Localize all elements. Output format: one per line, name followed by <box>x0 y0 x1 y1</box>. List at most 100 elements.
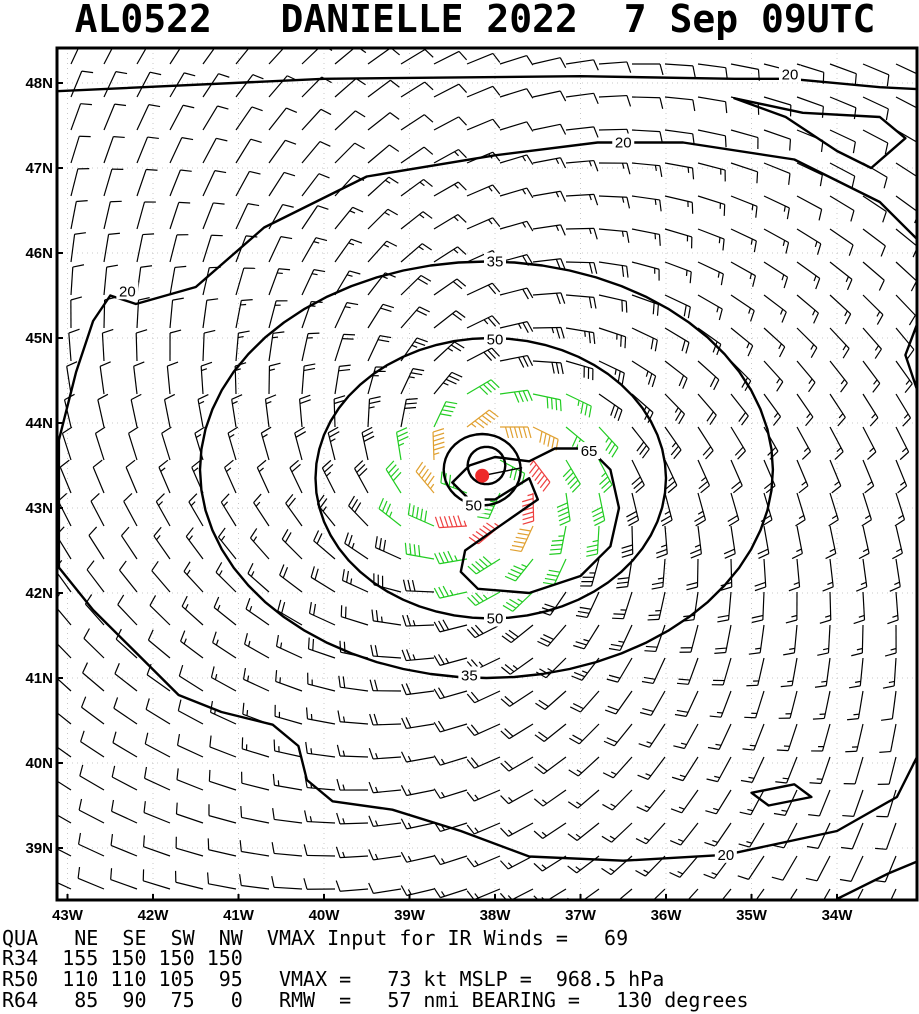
wind-barb <box>400 885 435 897</box>
wind-barb <box>301 269 326 296</box>
wind-barb <box>400 114 434 131</box>
wind-barb <box>142 869 171 890</box>
wind-barb <box>739 789 765 816</box>
wind-barb <box>466 52 501 65</box>
x-tick-label: 38W <box>480 907 512 924</box>
wind-barb <box>829 162 856 188</box>
wind-barb <box>772 822 798 849</box>
wind-barb <box>200 361 213 395</box>
wind-barb <box>499 354 534 368</box>
wind-barb <box>697 393 717 425</box>
wind-barb <box>795 492 806 527</box>
wind-barb <box>631 360 657 388</box>
wind-barb <box>664 96 696 112</box>
wind-barb <box>664 393 686 425</box>
contour-20kt-islet <box>750 783 813 807</box>
wind-barb <box>851 624 864 657</box>
wind-barb <box>895 228 917 258</box>
wind-barb <box>88 526 105 560</box>
wind-barb <box>335 880 369 892</box>
wind-barb <box>433 788 468 799</box>
wind-barb <box>368 781 402 794</box>
wind-barb <box>466 822 501 835</box>
wind-barb <box>79 764 105 791</box>
wind-barb <box>367 335 392 362</box>
wind-barb <box>763 195 790 220</box>
wind-barb <box>603 723 633 747</box>
wind-barb <box>862 63 890 87</box>
wind-barb <box>433 654 468 666</box>
wind-barb <box>169 234 189 263</box>
wind-barb <box>231 394 243 428</box>
wind-barb <box>224 459 237 494</box>
wind-barb <box>598 360 625 385</box>
wind-barb <box>532 224 566 236</box>
wind-barb <box>86 560 105 593</box>
wind-barb <box>746 657 765 687</box>
wind-barb <box>268 171 296 197</box>
wind-barb <box>268 331 285 362</box>
wind-barb <box>889 558 901 592</box>
wind-barb <box>499 426 532 439</box>
wind-barb <box>528 459 551 492</box>
wind-barb <box>862 261 885 291</box>
wind-barb <box>500 690 534 707</box>
contour-20kt-southeast <box>836 860 917 900</box>
wind-barb <box>796 459 809 494</box>
wind-barb <box>57 814 72 824</box>
wind-barb <box>856 888 864 900</box>
wind-barb <box>433 341 465 362</box>
wind-barb <box>279 564 303 593</box>
wind-barb <box>110 834 138 857</box>
wind-barb <box>210 666 237 692</box>
wind-barb <box>751 591 765 624</box>
wind-barb <box>235 170 261 197</box>
wind-barb <box>822 888 831 900</box>
wind-barb <box>862 294 884 325</box>
wind-barb <box>80 730 105 758</box>
wind-barb <box>336 744 369 758</box>
wind-barb <box>433 401 458 428</box>
wind-barb <box>169 329 182 362</box>
storm-center-dot <box>475 468 490 483</box>
wind-barb <box>303 878 336 890</box>
wind-barb <box>341 569 369 593</box>
wind-barb <box>136 136 159 164</box>
wind-barb <box>796 228 822 255</box>
wind-barb <box>227 426 239 461</box>
wind-barb <box>400 751 435 763</box>
wind-barb <box>212 631 237 659</box>
wind-barb <box>727 492 740 527</box>
wind-barb <box>260 426 272 461</box>
wind-radii-table: QUA NE SE SW NW VMAX Input for IR Winds … <box>2 926 749 1012</box>
wind-barb <box>400 785 435 797</box>
wind-barb <box>175 802 204 824</box>
wind-barb <box>268 300 288 329</box>
wind-barb <box>796 426 812 460</box>
wind-barb <box>532 190 566 202</box>
wind-barb <box>532 292 566 305</box>
wind-barb <box>532 57 567 69</box>
wind-barb <box>239 840 270 857</box>
wind-barb <box>202 202 225 230</box>
contour-label-bg <box>612 133 635 151</box>
wind-barb <box>208 804 237 824</box>
wind-barb <box>730 327 754 357</box>
wind-barb <box>890 888 897 900</box>
wind-barb <box>301 141 331 164</box>
contour-20kt-north-lobe <box>733 97 907 170</box>
wind-barb <box>565 261 598 274</box>
wind-barb <box>70 232 86 263</box>
wind-barb <box>301 205 329 230</box>
wind-barb <box>239 874 270 890</box>
wind-barb <box>565 59 599 71</box>
wind-barb <box>730 459 743 494</box>
wind-barb <box>862 96 889 121</box>
wind-barb <box>144 732 171 758</box>
plot-frame <box>55 46 919 902</box>
wind-barb <box>569 723 600 745</box>
wind-barb <box>466 282 501 296</box>
wind-barb <box>639 690 666 716</box>
wind-barb <box>433 371 463 395</box>
wind-barb <box>240 806 270 824</box>
